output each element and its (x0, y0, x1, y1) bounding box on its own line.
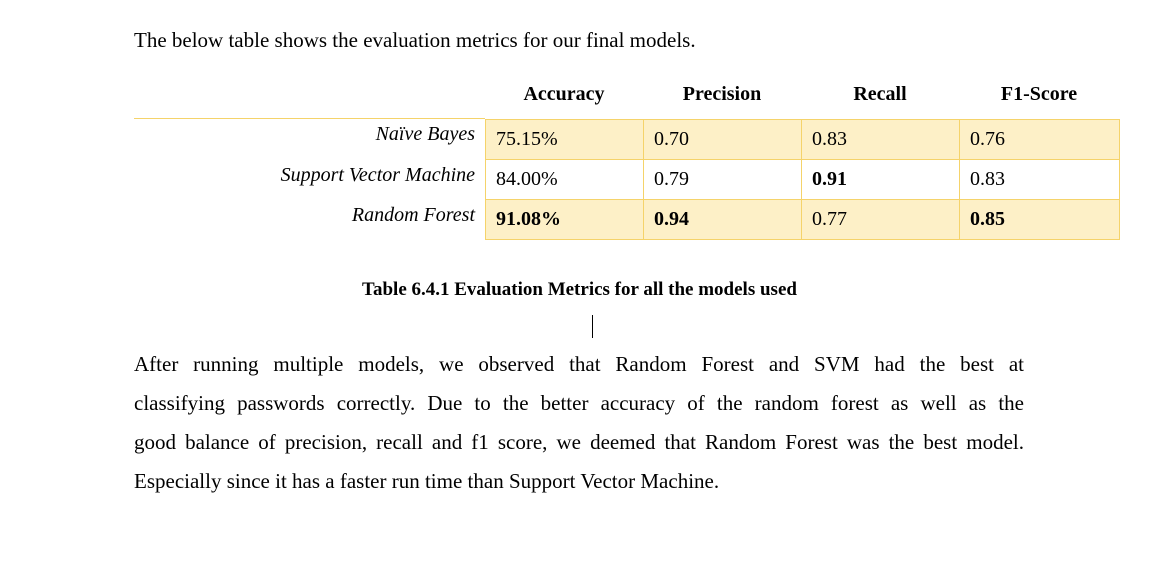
cell-random-forest-precision: 0.94 (643, 199, 802, 240)
column-header-accuracy: Accuracy (523, 83, 605, 105)
cell-naive-bayes-precision: 0.70 (643, 119, 802, 160)
table-top-border (134, 118, 485, 119)
column-header-recall: Recall (853, 83, 907, 105)
cell-naive-bayes-accuracy: 75.15% (485, 119, 644, 160)
column-header-f1-score: F1-Score (1000, 83, 1078, 105)
paragraph-line: After running multiple models, we observ… (134, 352, 1024, 376)
body-paragraph[interactable]: After running multiple models, we observ… (134, 345, 1024, 501)
cell-naive-bayes-f1: 0.76 (959, 119, 1120, 160)
intro-text: The below table shows the evaluation met… (134, 28, 696, 52)
column-header-precision: Precision (682, 83, 762, 105)
metrics-table: 75.15% 0.70 0.83 0.76 84.00% 0.79 0.91 0… (485, 119, 1120, 240)
cell-random-forest-f1: 0.85 (959, 199, 1120, 240)
row-label-naive-bayes: Naïve Bayes (375, 123, 475, 145)
table-row: 91.08% 0.94 0.77 0.85 (485, 199, 1120, 240)
row-label-random-forest: Random Forest (351, 204, 475, 226)
table-row: 84.00% 0.79 0.91 0.83 (485, 159, 1120, 200)
cell-naive-bayes-recall: 0.83 (801, 119, 960, 160)
table-caption: Table 6.4.1 Evaluation Metrics for all t… (0, 278, 1159, 302)
row-label-support-vector-machine: Support Vector Machine (280, 164, 475, 186)
cell-random-forest-recall: 0.77 (801, 199, 960, 240)
cell-random-forest-accuracy: 91.08% (485, 199, 644, 240)
cell-svm-recall: 0.91 (801, 159, 960, 200)
paragraph-line: classifying passwords correctly. Due to … (134, 391, 1024, 415)
table-caption-text: Table 6.4.1 Evaluation Metrics for all t… (362, 279, 797, 300)
cell-svm-precision: 0.79 (643, 159, 802, 200)
paragraph-line: good balance of precision, recall and f1… (134, 430, 1024, 454)
paragraph-line: Especially since it has a faster run tim… (134, 469, 720, 493)
table-row: 75.15% 0.70 0.83 0.76 (485, 119, 1120, 160)
text-cursor[interactable] (592, 315, 593, 338)
cell-svm-f1: 0.83 (959, 159, 1120, 200)
cell-svm-accuracy: 84.00% (485, 159, 644, 200)
